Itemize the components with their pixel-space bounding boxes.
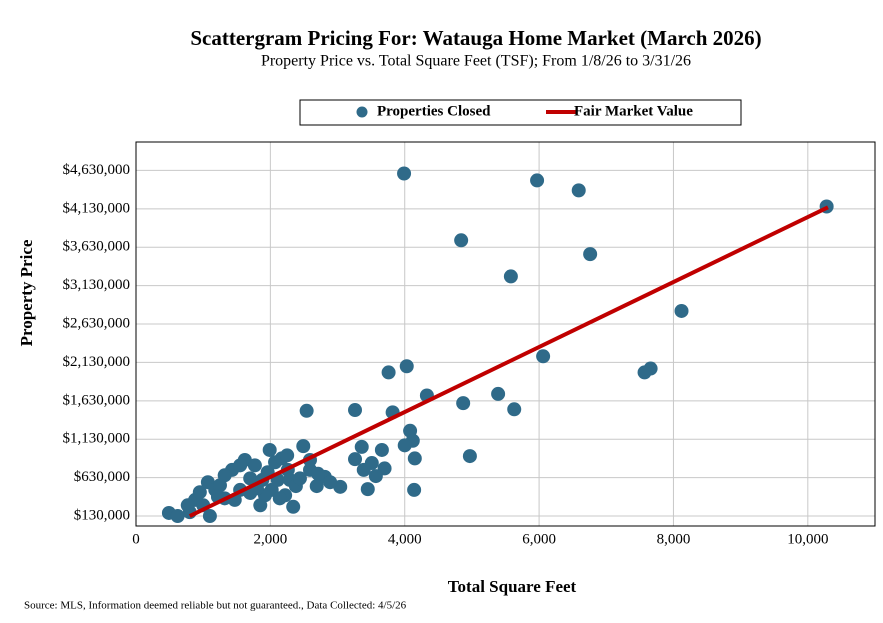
y-tick-label: $2,130,000 xyxy=(63,354,131,370)
x-tick-label: 6,000 xyxy=(522,531,556,547)
data-point xyxy=(407,451,422,466)
data-point xyxy=(170,509,185,524)
data-point xyxy=(674,303,689,318)
data-point xyxy=(299,403,314,418)
data-point xyxy=(233,458,248,473)
x-tick-label: 8,000 xyxy=(657,531,691,547)
data-point xyxy=(247,458,262,473)
data-point xyxy=(311,466,326,481)
data-point xyxy=(354,439,369,454)
y-tick-label: $4,630,000 xyxy=(63,162,131,178)
x-tick-label: 10,000 xyxy=(787,531,828,547)
x-axis-label: Total Square Feet xyxy=(448,577,577,596)
data-point xyxy=(280,448,295,463)
data-point xyxy=(381,365,396,380)
data-point xyxy=(286,499,301,514)
data-point xyxy=(368,469,383,484)
chart-subtitle: Property Price vs. Total Square Feet (TS… xyxy=(261,53,691,70)
data-point xyxy=(180,498,195,513)
data-point xyxy=(397,166,412,181)
data-point xyxy=(348,452,363,467)
data-point xyxy=(407,482,422,497)
x-tick-label: 2,000 xyxy=(253,531,287,547)
data-point xyxy=(374,442,389,457)
data-point xyxy=(262,442,277,457)
source-note: Source: MLS, Information deemed reliable… xyxy=(24,600,407,612)
y-tick-label: $130,000 xyxy=(74,507,130,523)
y-tick-label: $630,000 xyxy=(74,469,130,485)
y-axis-label: Property Price xyxy=(17,239,36,346)
y-tick-label: $3,630,000 xyxy=(63,239,131,255)
data-point xyxy=(202,509,217,524)
data-point xyxy=(571,183,586,198)
legend-label: Properties Closed xyxy=(377,103,491,119)
data-point xyxy=(243,471,258,486)
legend-marker xyxy=(356,106,368,118)
data-point xyxy=(217,468,232,483)
data-point xyxy=(507,402,522,417)
data-point xyxy=(462,449,477,464)
data-point xyxy=(356,462,371,477)
data-point xyxy=(192,485,207,500)
y-tick-label: $3,130,000 xyxy=(63,277,131,293)
plot-frame xyxy=(135,141,876,527)
x-tick-label: 0 xyxy=(132,531,140,547)
chart-title: Scattergram Pricing For: Watauga Home Ma… xyxy=(190,26,761,50)
plot-area xyxy=(136,142,875,526)
y-tick-label: $4,130,000 xyxy=(63,200,131,216)
legend-label: Fair Market Value xyxy=(574,103,693,119)
data-point xyxy=(454,233,469,248)
data-point xyxy=(503,269,518,284)
data-point xyxy=(296,439,311,454)
data-point xyxy=(530,173,545,188)
legend-box xyxy=(299,99,742,126)
data-point xyxy=(309,479,324,494)
y-tick-label: $1,630,000 xyxy=(63,392,131,408)
data-point xyxy=(272,491,287,506)
data-point xyxy=(360,482,375,497)
y-tick-label: $2,630,000 xyxy=(63,315,131,331)
trend-line xyxy=(188,205,829,518)
data-point xyxy=(348,403,363,418)
data-point xyxy=(637,365,652,380)
data-point xyxy=(399,359,414,374)
y-tick-label: $1,130,000 xyxy=(63,431,131,447)
data-point xyxy=(491,386,506,401)
x-tick-label: 4,000 xyxy=(388,531,422,547)
data-point xyxy=(323,475,338,490)
data-point xyxy=(583,247,598,262)
data-point xyxy=(292,471,307,486)
data-point xyxy=(536,349,551,364)
data-point xyxy=(397,438,412,453)
data-point xyxy=(456,396,471,411)
